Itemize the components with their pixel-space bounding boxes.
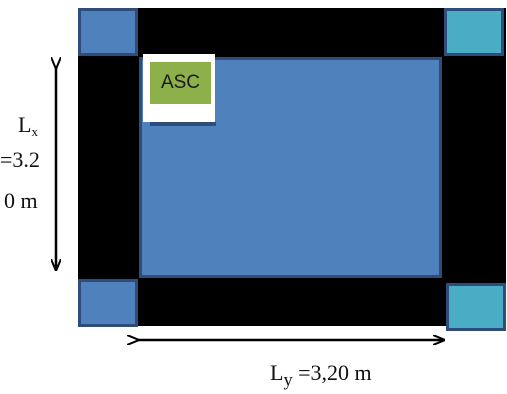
ly-symbol: L <box>270 360 284 385</box>
ly-subscript: y <box>283 369 293 390</box>
tag-underline <box>150 122 216 126</box>
elevator-tag-label: ASC <box>160 72 201 93</box>
column-top-right <box>444 8 504 56</box>
lx-value-line2: 0 m <box>4 186 38 216</box>
elevator-tag: ASC <box>150 62 211 104</box>
lx-value-line1: =3.2 <box>0 145 40 175</box>
column-top-left <box>78 8 138 56</box>
ly-label: Ly =3,20 m <box>270 358 372 394</box>
column-bottom-right <box>446 283 506 331</box>
ly-value: =3,20 m <box>292 360 372 385</box>
lx-label: Lx <box>18 110 38 147</box>
column-bottom-left <box>78 279 138 327</box>
